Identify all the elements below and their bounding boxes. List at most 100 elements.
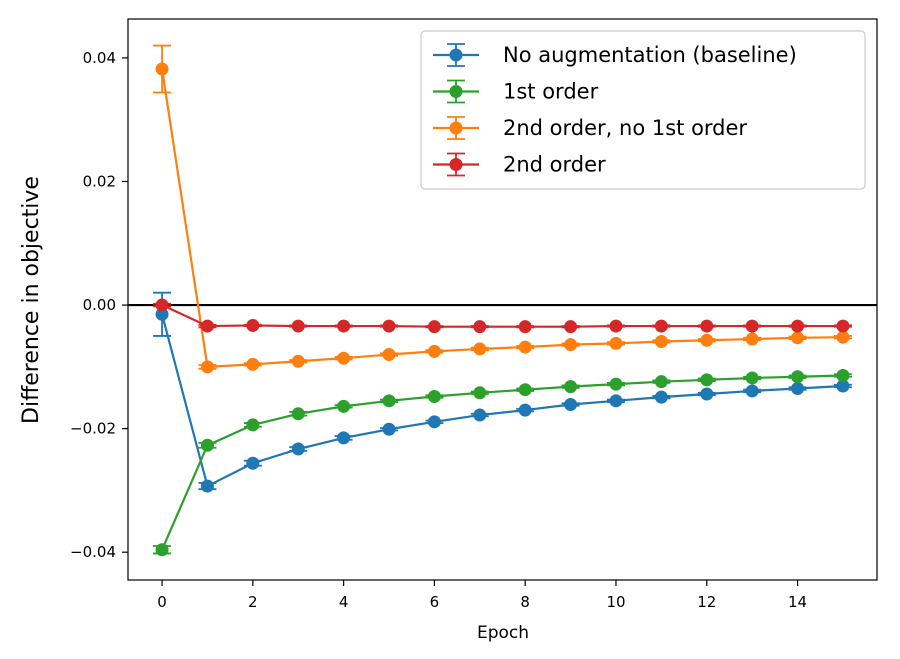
data-point bbox=[200, 319, 214, 333]
data-point bbox=[155, 307, 169, 321]
data-point bbox=[473, 386, 487, 400]
data-point bbox=[745, 371, 759, 385]
y-tick-label: 0.02 bbox=[83, 172, 116, 190]
data-point bbox=[518, 320, 532, 334]
y-axis-title: Difference in objective bbox=[19, 176, 44, 424]
x-tick-label: 4 bbox=[339, 593, 349, 611]
legend-item: 1st order bbox=[433, 80, 599, 104]
y-tick-label: 0.00 bbox=[83, 296, 116, 314]
data-point bbox=[291, 354, 305, 368]
data-point bbox=[700, 373, 714, 387]
axes-layer: 0 2 4 6 8 10 12 14 −0.04 −0.02 0.00 0.02 0.04 bbox=[70, 18, 878, 611]
data-point bbox=[291, 442, 305, 456]
data-point bbox=[518, 383, 532, 397]
data-point bbox=[200, 360, 214, 374]
data-point bbox=[291, 407, 305, 421]
data-point bbox=[155, 543, 169, 557]
series-4 bbox=[153, 298, 852, 334]
legend-label: No augmentation (baseline) bbox=[503, 43, 797, 67]
legend-label: 2nd order, no 1st order bbox=[503, 116, 747, 140]
data-point bbox=[246, 318, 260, 332]
data-point bbox=[337, 319, 351, 333]
x-axis-title: Epoch bbox=[477, 623, 529, 643]
series-line bbox=[160, 314, 844, 488]
data-point bbox=[791, 381, 805, 395]
data-point bbox=[654, 390, 668, 404]
data-point bbox=[836, 319, 850, 333]
data-point bbox=[337, 351, 351, 365]
data-point bbox=[200, 479, 214, 493]
series-1 bbox=[153, 291, 852, 493]
series-line bbox=[161, 304, 843, 328]
data-point bbox=[564, 398, 578, 412]
x-tick-label: 12 bbox=[697, 593, 716, 611]
data-point bbox=[246, 456, 260, 470]
data-point bbox=[200, 438, 214, 452]
data-point bbox=[836, 379, 850, 393]
data-point bbox=[609, 319, 623, 333]
data-point bbox=[473, 408, 487, 422]
data-point bbox=[382, 422, 396, 436]
x-tick-label: 0 bbox=[157, 593, 167, 611]
data-point bbox=[427, 390, 441, 404]
data-point bbox=[564, 338, 578, 352]
series-line bbox=[161, 374, 843, 551]
data-point bbox=[700, 319, 714, 333]
data-point bbox=[155, 298, 169, 312]
y-tick-label: −0.02 bbox=[70, 420, 116, 438]
data-point bbox=[745, 332, 759, 346]
data-point bbox=[382, 394, 396, 408]
legend-marker bbox=[449, 48, 463, 62]
x-tick-label: 8 bbox=[520, 593, 530, 611]
data-point bbox=[609, 377, 623, 391]
data-point bbox=[427, 415, 441, 429]
data-point bbox=[654, 319, 668, 333]
data-point bbox=[337, 399, 351, 413]
data-point bbox=[291, 319, 305, 333]
x-tick-label: 6 bbox=[430, 593, 440, 611]
series-line bbox=[160, 68, 843, 368]
data-point bbox=[473, 320, 487, 334]
data-point bbox=[382, 319, 396, 333]
plot-frame bbox=[127, 18, 878, 581]
data-point bbox=[473, 342, 487, 356]
data-point bbox=[609, 394, 623, 408]
legend-item: No augmentation (baseline) bbox=[433, 43, 797, 67]
series-2 bbox=[153, 368, 852, 557]
series-3 bbox=[153, 44, 852, 374]
data-point bbox=[427, 344, 441, 358]
legend-box bbox=[420, 30, 866, 190]
data-point bbox=[337, 431, 351, 445]
legend-label: 1st order bbox=[503, 80, 599, 104]
x-tick-label: 10 bbox=[606, 593, 625, 611]
data-point bbox=[791, 331, 805, 345]
data-point bbox=[745, 319, 759, 333]
data-point bbox=[791, 370, 805, 384]
data-point bbox=[791, 319, 805, 333]
legend: No augmentation (baseline) 1st order 2nd o… bbox=[420, 30, 866, 190]
data-point bbox=[427, 320, 441, 334]
data-point bbox=[518, 340, 532, 354]
data-point bbox=[518, 403, 532, 417]
legend-marker bbox=[449, 85, 463, 98]
y-tick-label: 0.04 bbox=[83, 49, 116, 67]
data-point bbox=[382, 347, 396, 361]
legend-marker bbox=[449, 121, 463, 135]
x-tick-label: 14 bbox=[788, 593, 807, 611]
data-point bbox=[564, 380, 578, 394]
legend-item: 2nd order bbox=[433, 153, 606, 177]
data-point bbox=[745, 384, 759, 398]
legend-marker bbox=[449, 158, 463, 171]
data-point bbox=[246, 357, 260, 371]
data-point bbox=[836, 330, 850, 344]
data-point bbox=[609, 336, 623, 350]
data-point bbox=[246, 418, 260, 432]
data-point bbox=[700, 333, 714, 347]
x-tick-label: 2 bbox=[248, 593, 258, 611]
data-point bbox=[564, 320, 578, 334]
data-point bbox=[155, 62, 169, 76]
legend-item: 2nd order, no 1st order bbox=[433, 116, 747, 140]
data-point bbox=[654, 335, 668, 349]
